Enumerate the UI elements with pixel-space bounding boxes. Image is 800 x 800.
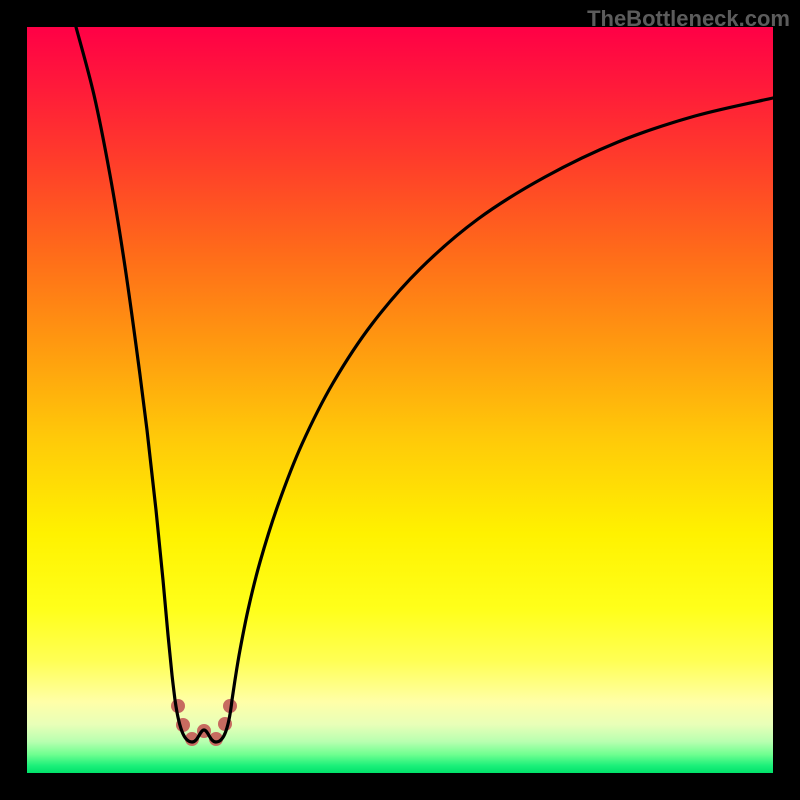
chart-container: TheBottleneck.com	[0, 0, 800, 800]
watermark-label: TheBottleneck.com	[587, 6, 790, 32]
bottleneck-curve	[76, 27, 773, 742]
curve-layer	[0, 0, 800, 800]
